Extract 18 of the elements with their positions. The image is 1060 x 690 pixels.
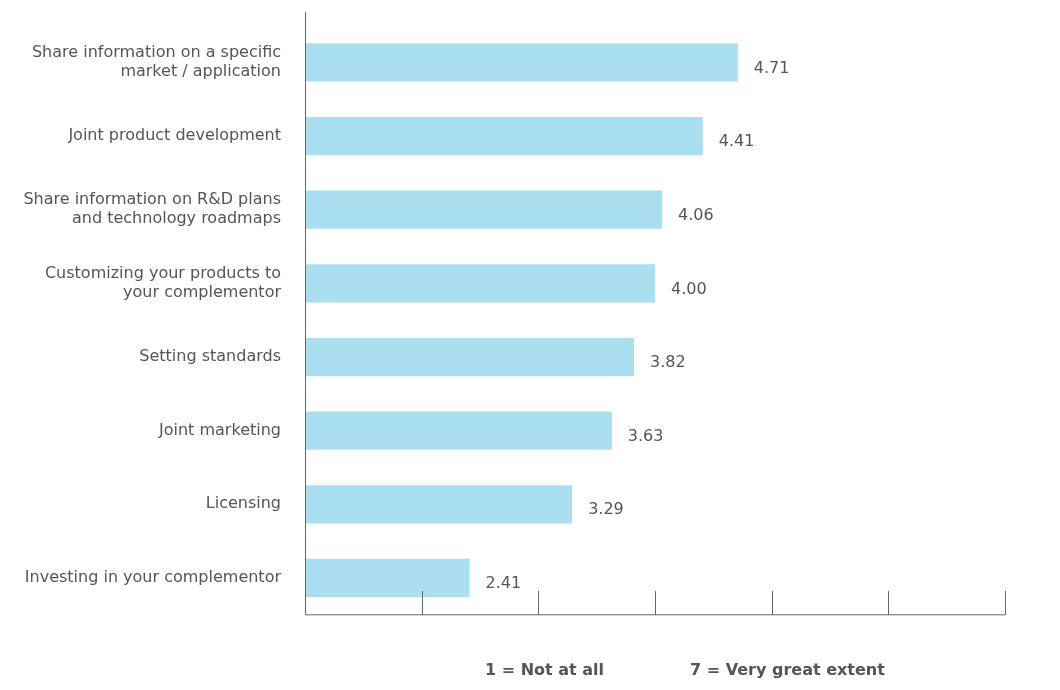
data-label: 4.41 (718, 131, 755, 151)
y-tick-label: Share information on a specific market / application (31, 41, 281, 81)
text: 1 = Not at all (485, 660, 605, 679)
y-tick-label: Share information on R&D plans and technology roadmaps (23, 189, 281, 228)
y-tick-label: Licensing (205, 493, 281, 513)
data-label: 4.71 (753, 57, 790, 77)
y-tick-label: Joint product development (67, 125, 281, 145)
text: 7 = Very great extent (690, 660, 885, 679)
data-label: 4.00 (671, 278, 707, 298)
data-label: 3.63 (627, 425, 664, 445)
y-tick-label: Customizing your products to your complementor (44, 262, 282, 302)
data-label: 2.41 (485, 573, 522, 593)
data-label: 3.29 (588, 499, 624, 519)
data-label: 4.06 (678, 204, 714, 224)
y-tick-label: Setting standards (139, 346, 281, 366)
y-tick-label: Joint marketing (158, 419, 281, 439)
data-label: 3.82 (650, 352, 686, 372)
y-tick-label: Investing in your complementor (24, 567, 282, 587)
